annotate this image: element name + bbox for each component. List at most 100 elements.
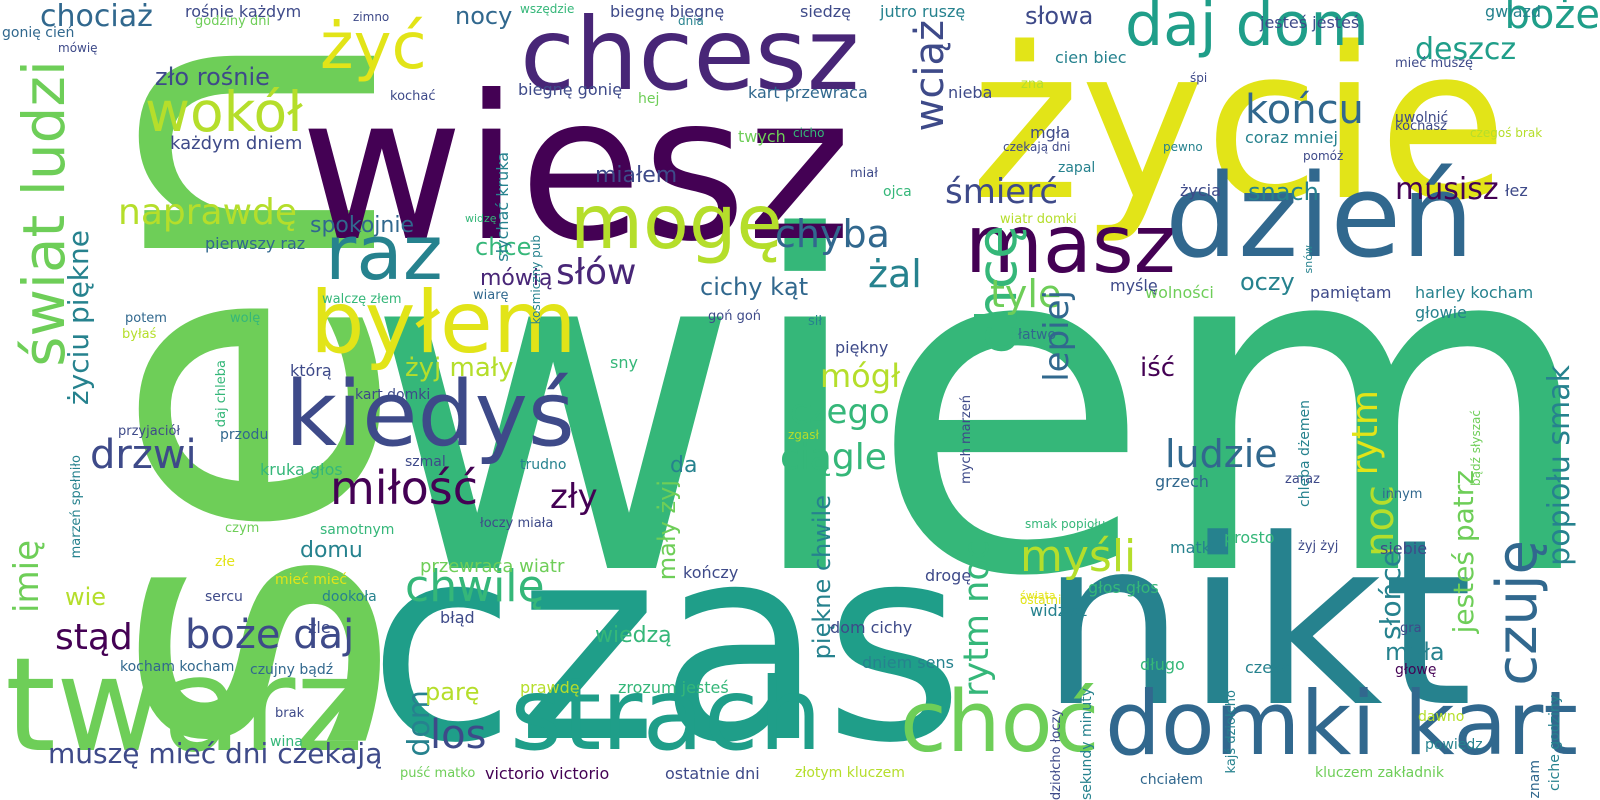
word-widzisz: widzisz <box>1030 601 1088 620</box>
word-snach: snach <box>1248 178 1319 206</box>
word-mała: mała <box>1385 638 1445 666</box>
word-gwiazd: gwiazd <box>1485 2 1542 21</box>
word-biegnę-biegnę: biegnę biegnę <box>610 2 725 21</box>
word-strach: strach <box>510 656 823 773</box>
word-grzech: grzech <box>1155 472 1209 491</box>
word-cicho: cicho <box>793 126 825 140</box>
word-tyle: tyle <box>990 272 1062 316</box>
word-mówią: mówią <box>480 266 553 291</box>
word-dzień: dzień <box>1165 150 1474 284</box>
word-ostatni: ostatni <box>1020 593 1062 607</box>
word-życie: życie <box>970 2 1508 247</box>
word-jesteś-jesteś: jesteś jesteś <box>1260 13 1360 32</box>
word-wiatr-domki: wiatr domki <box>1000 212 1077 227</box>
word-słowa: słowa <box>1025 2 1094 30</box>
word-chwilę: chwilę <box>405 561 545 612</box>
word-słychać-kruka: słychać kruka <box>493 152 512 262</box>
word-byłem: byłem <box>310 273 577 373</box>
word-choć: choć <box>900 673 1100 772</box>
word-gra: gra <box>1400 621 1422 636</box>
word-byłaś: byłaś <box>122 327 157 342</box>
word-mieć-muszę: mieć muszę <box>1395 56 1474 71</box>
word-chcesz: chcesz <box>520 0 860 113</box>
word-snów: snów <box>1302 245 1315 274</box>
word-godziny-dni: godziny dni <box>195 14 271 29</box>
word-dookoła: dookoła <box>322 589 377 605</box>
word-siedzę: siedzę <box>800 2 852 21</box>
word-wiarę: wiarę <box>473 288 509 303</box>
word-puść-matko: puść matko <box>400 766 476 781</box>
word-kochać: kochać <box>390 89 436 104</box>
word-żyj-żyj: żyj żyj <box>1298 539 1339 554</box>
word-czego: czego <box>790 392 890 432</box>
word-victorio-victorio: victorio victorio <box>485 764 610 783</box>
word-daj-dom: daj dom <box>1125 0 1369 60</box>
word-dom-cichy: dom cichy <box>830 618 913 637</box>
word-chociaż: chociaż <box>40 0 153 34</box>
word-bądź-słyszać: bądź słyszać <box>1469 410 1483 486</box>
word-coraz-mniej: coraz mniej <box>1245 128 1338 147</box>
word-powiedz: powiedz <box>1425 737 1483 753</box>
word-siebie: siebie <box>1380 539 1428 558</box>
word-stąd: stąd <box>55 617 133 658</box>
word-smak-popiołu: smak popiołu <box>1025 517 1106 531</box>
word-wie: wie <box>65 583 107 611</box>
word-deszcz: deszcz <box>1415 32 1517 67</box>
word-rytm: rytm <box>1345 390 1386 476</box>
word-jutro-ruszę: jutro ruszę <box>880 2 966 21</box>
word-pierwszy-raz: pierwszy raz <box>205 234 306 253</box>
word-łez: łez <box>1505 181 1528 200</box>
word-twarz: twarz <box>5 629 364 781</box>
word-masz: masz <box>965 198 1176 291</box>
word-miał: miał <box>850 166 878 181</box>
word-przewraca-wiatr: przewraca wiatr <box>420 556 565 577</box>
word-nieba: nieba <box>948 83 993 102</box>
word-kajś-dziołcho: kajś dziołcho <box>1224 690 1239 774</box>
word-głowę: głowę <box>1395 662 1437 678</box>
word-pamiętam: pamiętam <box>1310 283 1392 302</box>
word-jesteś-patrz: jesteś patrz <box>1447 470 1480 634</box>
word-sekundy-minuty: sekundy minuty <box>1079 688 1095 800</box>
word-oczy: oczy <box>1240 268 1295 296</box>
word-drogę: drogę <box>925 566 972 585</box>
word-cien-biec: cien biec <box>1055 48 1127 67</box>
word-mogę: mogę <box>570 178 783 266</box>
word-czuję: czuję <box>1485 540 1550 686</box>
word-popiołu-smak: popiołu smak <box>1542 365 1577 566</box>
word-raz: raz <box>325 208 443 297</box>
word-uwolnić: uwolnić <box>1395 110 1449 126</box>
word-miałem: miałem <box>595 163 678 188</box>
word-czegoś-brak: czegoś brak <box>1470 126 1543 140</box>
word-myśli: myśli <box>1020 531 1137 582</box>
word-głowie: głowie <box>1415 303 1467 322</box>
word-zimno: zimno <box>353 10 390 24</box>
word-końcu: końcu <box>1245 87 1364 133</box>
word-słów: słów <box>556 252 637 293</box>
word-domu: domu <box>300 538 363 563</box>
word-zgasł: zgasł <box>788 428 819 442</box>
word-iść: iść <box>1140 353 1176 383</box>
word-czym: czym <box>225 521 260 536</box>
word-goń-goń: goń goń <box>708 309 762 324</box>
word-musisz: musisz <box>1395 172 1499 207</box>
word-twych: twych <box>738 127 786 146</box>
word-trudno: trudno <box>520 457 567 473</box>
word-kończy: kończy <box>683 563 739 582</box>
word-życiu-piękne: życiu piękne <box>62 230 95 406</box>
word-brak: brak <box>275 706 305 721</box>
word-boże: boże <box>1504 0 1600 38</box>
word-myślę: myślę <box>1110 276 1158 295</box>
word-kart-domki: kart domki <box>355 387 431 403</box>
word-drzwi: drzwi <box>90 432 197 478</box>
word-żal: żal <box>868 252 922 296</box>
word-wszędzie: wszędzie <box>520 2 575 16</box>
word-dawno: dawno <box>1418 709 1465 725</box>
word-dziołcho-łoczy: dziołcho łoczy <box>1049 708 1064 800</box>
word-zrozum-jesteś: zrozum jesteś <box>618 678 729 697</box>
word-zło-rośnie: zło rośnie <box>155 63 270 91</box>
word-potem: potem <box>125 311 167 326</box>
word-mówię: mówię <box>58 41 98 55</box>
word-czeka: czeka <box>1245 658 1291 677</box>
word-chciałem: chciałem <box>1140 772 1203 788</box>
